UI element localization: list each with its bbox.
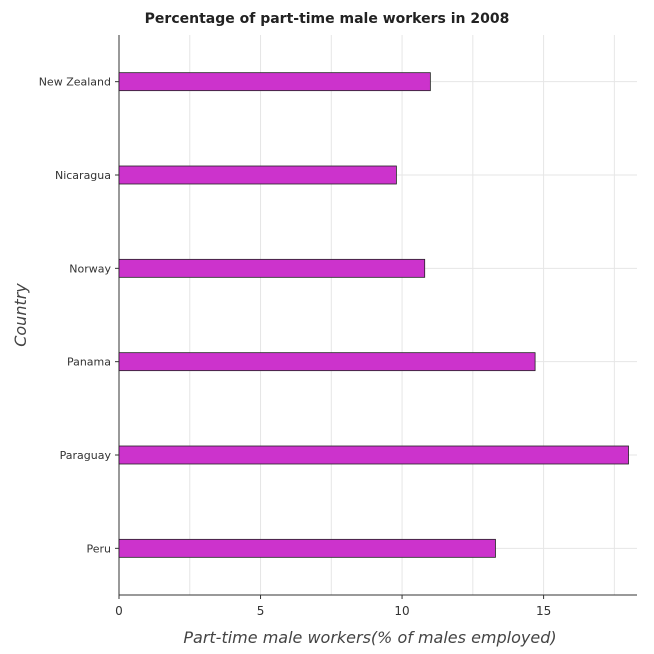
- y-axis-label: Country: [11, 283, 30, 347]
- y-tick-label: Paraguay: [60, 449, 112, 462]
- y-tick-label: Nicaragua: [55, 169, 111, 182]
- axes: [119, 35, 637, 595]
- x-tick-label: 15: [536, 604, 551, 618]
- bar: [119, 446, 629, 464]
- x-tick-label: 0: [115, 604, 123, 618]
- y-tick-label: Panama: [67, 356, 111, 369]
- x-tick-labels: 0 5 10 15: [115, 595, 551, 618]
- bar: [119, 166, 396, 184]
- x-axis-label: Part-time male workers(% of males employ…: [183, 628, 556, 647]
- bars: [119, 73, 629, 558]
- bar: [119, 353, 535, 371]
- bar: [119, 259, 425, 277]
- y-tick-label: Peru: [86, 542, 111, 555]
- y-tick-label: New Zealand: [39, 76, 111, 89]
- x-tick-label: 5: [257, 604, 265, 618]
- y-tick-labels: New Zealand Nicaragua Norway Panama Paraguay…: [39, 76, 119, 556]
- grid: [119, 35, 637, 595]
- x-tick-label: 10: [394, 604, 409, 618]
- y-tick-label: Norway: [69, 262, 111, 275]
- bar: [119, 73, 430, 91]
- bar: [119, 539, 495, 557]
- chart-title: Percentage of part-time male workers in …: [145, 11, 510, 27]
